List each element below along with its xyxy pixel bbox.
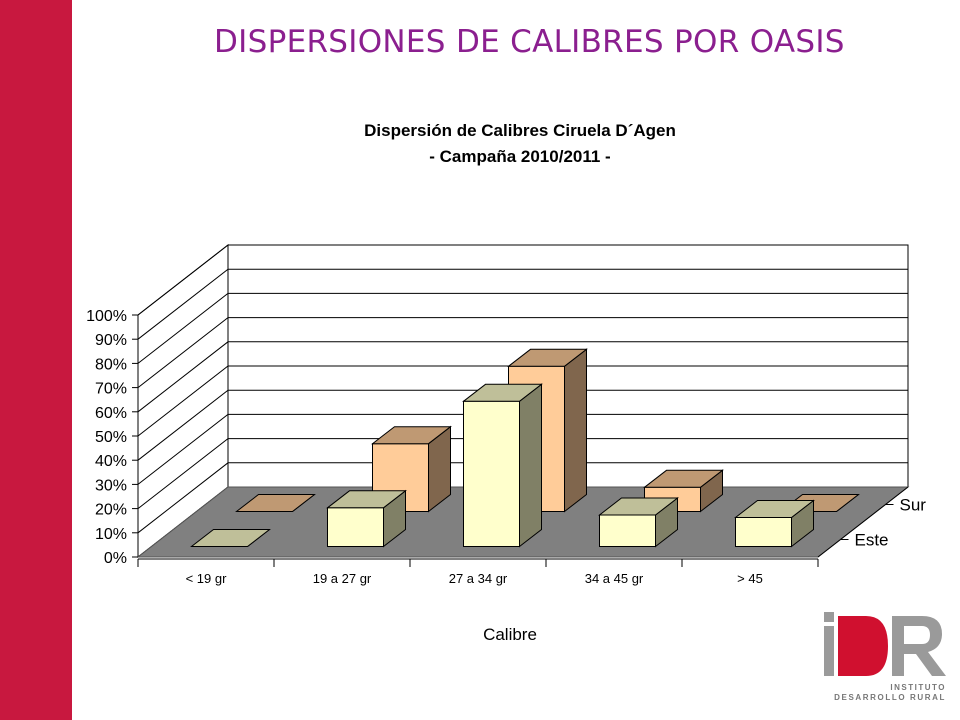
gridline — [137, 292, 908, 364]
y-tick-label: 40% — [95, 453, 127, 470]
gridline — [137, 341, 908, 413]
gridline — [137, 462, 908, 534]
series-label-sur: Sur — [900, 496, 927, 515]
bar-front — [463, 400, 520, 547]
chart-labels: 0% 10% 20% 30% 40% 50% 60% 70% 80% 90% 100% < 19 gr… — [86, 308, 926, 586]
bar-front — [327, 507, 384, 547]
svg-text:DESARROLLO RURAL: DESARROLLO RURAL — [834, 693, 946, 702]
chart-title-line-2: - Campaña 2010/2011 - — [429, 147, 610, 166]
gridline — [137, 317, 908, 388]
bar-top — [507, 348, 588, 367]
chart-bars — [190, 348, 860, 548]
y-tick-label: 10% — [95, 526, 127, 543]
chart-title-line-1: Dispersión de Calibres Ciruela D´Agen — [364, 121, 676, 140]
x-tick-label: 34 a 45 gr — [585, 571, 644, 586]
gridline — [137, 268, 908, 340]
sidebar-stripe — [0, 0, 72, 720]
gridline — [137, 438, 908, 509]
bar-top — [371, 426, 452, 445]
series-label-este: Este — [855, 531, 889, 550]
x-tick-label: < 19 gr — [186, 571, 228, 586]
bar-side — [564, 348, 587, 513]
bar-front — [735, 517, 792, 547]
bar-top — [598, 497, 679, 516]
gridline — [137, 389, 908, 461]
svg-text:INSTITUTO: INSTITUTO — [890, 683, 946, 692]
y-tick-label: 20% — [95, 502, 127, 519]
page-title: DISPERSIONES DE CALIBRES POR OASIS — [214, 24, 845, 60]
gridline — [137, 413, 908, 485]
y-tick-label: 80% — [95, 356, 127, 373]
x-tick-label: 27 a 34 gr — [449, 571, 508, 586]
idr-logo: INSTITUTO DESARROLLO RURAL — [824, 612, 946, 702]
y-tick-label: 0% — [104, 550, 127, 567]
y-tick-label: 30% — [95, 477, 127, 494]
x-tick-label: 19 a 27 gr — [313, 571, 372, 586]
bar-top — [235, 494, 316, 512]
bar-top — [643, 469, 724, 488]
y-tick-label: 70% — [95, 381, 127, 398]
depth-axis-line — [817, 486, 909, 558]
bar-top — [734, 500, 815, 518]
bar-top — [326, 490, 407, 509]
bar-front — [599, 514, 656, 547]
bar-side — [519, 383, 542, 548]
bar-este-3 — [598, 496, 679, 548]
y-tick-label: 100% — [86, 308, 127, 325]
y-tick-label: 50% — [95, 429, 127, 446]
gridline — [137, 365, 908, 437]
bar-este-2 — [462, 383, 543, 548]
x-tick-label: > 45 — [737, 571, 763, 586]
y-tick-label: 60% — [95, 405, 127, 422]
x-axis-title: Calibre — [483, 625, 537, 644]
bar-este-1 — [326, 489, 407, 548]
gridline — [137, 244, 908, 316]
bar-este-4 — [734, 499, 815, 548]
bar-top — [462, 383, 543, 402]
bar-sur-0 — [235, 494, 316, 512]
bar-top — [190, 529, 271, 547]
chart-side-wall — [137, 243, 908, 559]
bar-este-0 — [190, 529, 271, 547]
y-tick-label: 90% — [95, 332, 127, 349]
